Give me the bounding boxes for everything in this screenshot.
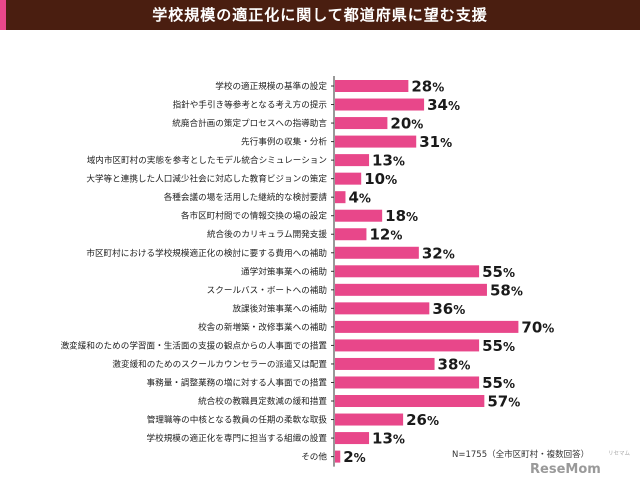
data-label: 70% — [521, 318, 554, 336]
category-label: スクールバス・ボートへの補助 — [207, 284, 327, 296]
data-label: 26% — [406, 411, 439, 429]
category-label: 各市区町村間での情報交換の場の設定 — [181, 210, 328, 222]
category-label: 通学対策事業への補助 — [241, 265, 327, 277]
watermark-logo: ReseMom — [530, 462, 601, 477]
data-label: 4% — [348, 189, 370, 207]
bar — [335, 413, 404, 426]
watermark-sub: リセマム — [608, 450, 631, 457]
data-label: 2% — [343, 448, 365, 466]
bar — [335, 283, 487, 296]
bar — [335, 98, 425, 111]
bar — [335, 265, 480, 278]
data-label: 13% — [372, 152, 405, 170]
data-label: 32% — [422, 244, 455, 262]
bar — [335, 432, 370, 445]
category-label: 学校の適正規模の基準の設定 — [215, 80, 327, 92]
data-label: 55% — [482, 263, 515, 281]
bar — [335, 135, 417, 148]
title-accent-stripe — [0, 0, 6, 30]
data-label: 38% — [438, 355, 471, 373]
bar — [335, 191, 346, 204]
bar — [335, 209, 383, 222]
data-label: 12% — [369, 226, 402, 244]
category-label: 指針や手引き等参考となる考え方の提示 — [173, 99, 328, 111]
bar — [335, 117, 388, 130]
data-label: 18% — [385, 207, 418, 225]
bar — [335, 320, 519, 333]
sample-note: N=1755（全市区町村・複数回答） — [452, 449, 589, 460]
bar — [335, 357, 435, 370]
category-label: 事務量・調整業務の増に対する人事面での措置 — [147, 376, 328, 388]
category-label: 域内市区町村の実態を参考としたモデル統合シミュレーション — [87, 154, 327, 166]
title-bar: 学校規模の適正化に関して都道府県に望む支援 — [0, 0, 640, 30]
data-label: 58% — [490, 281, 523, 299]
bar — [335, 302, 430, 315]
bar — [335, 228, 367, 241]
category-label: 大学等と連携した人口減少社会に対応した教育ビジョンの策定 — [86, 173, 327, 185]
data-label: 31% — [419, 133, 452, 151]
bar — [335, 172, 362, 185]
data-label: 10% — [364, 170, 397, 188]
bar — [335, 339, 480, 352]
category-label: 学校規模の適正化を専門に担当する組織の設置 — [147, 432, 328, 444]
bar — [335, 154, 370, 167]
category-label: 各種会議の場を活用した継続的な検討要請 — [164, 191, 328, 203]
category-label: 管理職等の中核となる教員の任期の柔軟な取扱 — [147, 414, 328, 426]
category-label: 市区町村における学校規模適正化の検討に要する費用への補助 — [86, 247, 327, 259]
chart-title: 学校規模の適正化に関して都道府県に望む支援 — [152, 6, 488, 24]
category-label: その他 — [301, 451, 327, 463]
category-label: 先行事例の収集・分析 — [241, 136, 327, 148]
category-label: 統廃合計画の策定プロセスへの指導助言 — [172, 117, 327, 129]
data-label: 34% — [427, 96, 460, 114]
data-label: 28% — [411, 78, 444, 96]
category-label: 統合校の教職員定数減の緩和措置 — [198, 395, 327, 407]
data-label: 13% — [372, 430, 405, 448]
category-label: 放課後対策事業への補助 — [232, 302, 327, 314]
bar — [335, 376, 480, 389]
data-label: 55% — [482, 337, 515, 355]
category-label: 激変緩和のためのスクールカウンセラーの派遣又は配置 — [112, 358, 327, 370]
data-label: 55% — [482, 374, 515, 392]
data-label: 57% — [487, 393, 520, 411]
category-label: 統合後のカリキュラム開発支援 — [207, 228, 327, 240]
data-label: 20% — [390, 115, 423, 133]
data-label: 36% — [432, 300, 465, 318]
bar — [335, 246, 419, 259]
bar — [335, 80, 409, 92]
bar — [335, 395, 485, 408]
bar — [335, 450, 341, 463]
category-label: 校舎の新増築・改修事業への補助 — [198, 321, 327, 333]
category-label: 激変緩和のための学習面・生活面の支援の観点からの人事面での措置 — [61, 339, 328, 351]
